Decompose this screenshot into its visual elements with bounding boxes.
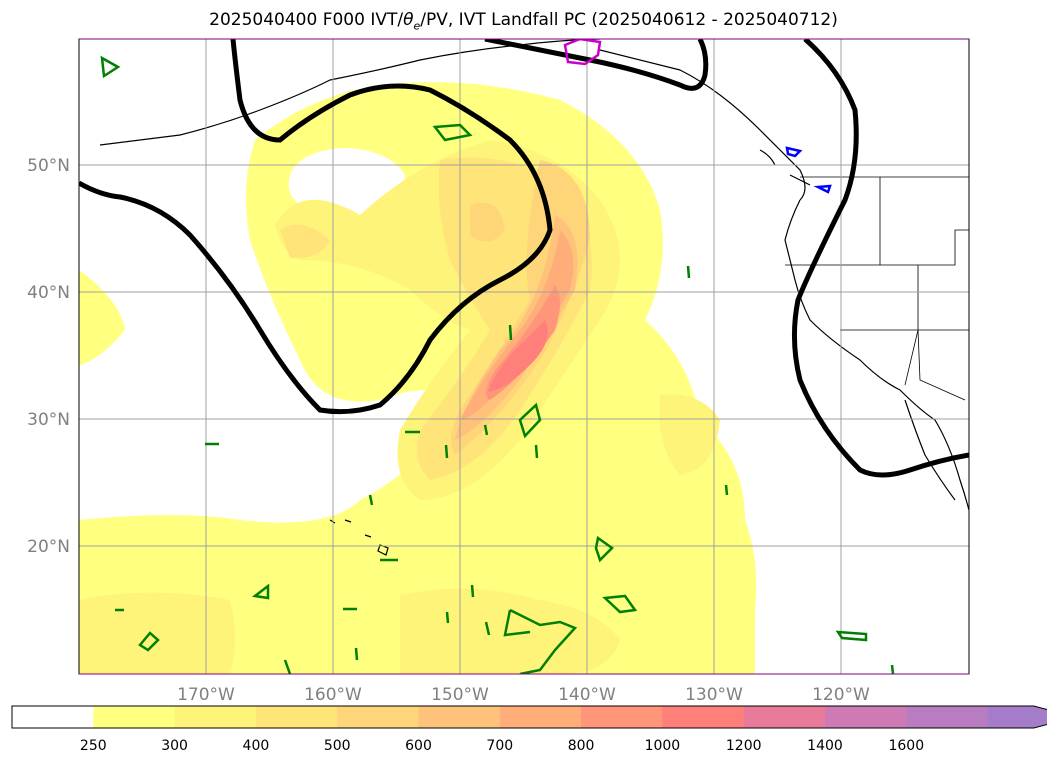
- colorbar-segment: [174, 706, 257, 728]
- colorbar-tick-label: 250: [80, 738, 107, 754]
- map-title: 2025040400 F000 IVT/θe/PV, IVT Landfall …: [209, 10, 838, 33]
- colorbar-segment: [743, 706, 826, 728]
- longitude-labels: 170°W 160°W 150°W 140°W 130°W 120°W: [177, 685, 870, 705]
- colorbar-tick-label: 1000: [645, 738, 681, 754]
- colorbar-tick-label: 600: [405, 738, 432, 754]
- colorbar-tick-label: 700: [486, 738, 513, 754]
- lat-tick-label: 40°N: [27, 283, 70, 303]
- colorbar-segment: [337, 706, 419, 728]
- colorbar-tick-label: 500: [324, 738, 351, 754]
- lat-tick-label: 30°N: [27, 410, 70, 430]
- lon-tick-label: 140°W: [558, 685, 616, 705]
- ivt-filled-contours: [79, 82, 757, 674]
- colorbar-tick-label: 300: [161, 738, 188, 754]
- colorbar-segment: [662, 706, 745, 728]
- colorbar-tick-label: 1400: [807, 738, 843, 754]
- magenta-contours: [563, 39, 602, 66]
- lat-tick-label: 50°N: [27, 156, 70, 176]
- colorbar-outline: [11, 705, 1047, 729]
- colorbar-segment: [93, 706, 176, 728]
- colorbar-tick-label: 1600: [888, 738, 924, 754]
- colorbar-segment: [581, 706, 663, 728]
- green-contours: [100, 55, 895, 674]
- colorbar-tick-label: 400: [243, 738, 270, 754]
- colorbar-segment: [418, 706, 501, 728]
- colorbar-tick-label: 800: [568, 738, 595, 754]
- lon-tick-label: 150°W: [431, 685, 489, 705]
- colorbar: 250 300 400 500 600 700 800 1000 1200 1400 1600: [11, 705, 1047, 754]
- lon-tick-label: 120°W: [812, 685, 870, 705]
- colorbar-segment: [906, 706, 989, 728]
- colorbar-tick-label: 1200: [726, 738, 762, 754]
- latitude-labels: 50°N 40°N 30°N 20°N: [27, 156, 70, 557]
- borders: [785, 176, 969, 401]
- lon-tick-label: 170°W: [177, 685, 235, 705]
- map-panel: [79, 39, 969, 674]
- colorbar-segment: [12, 706, 94, 728]
- colorbar-extend-arrow: [987, 706, 1047, 728]
- colorbar-segment: [499, 706, 582, 728]
- pv-contours: [79, 39, 969, 478]
- colorbar-segment: [255, 706, 338, 728]
- colorbar-segment: [825, 706, 907, 728]
- lon-tick-label: 130°W: [685, 685, 743, 705]
- blue-contours: [785, 146, 832, 194]
- lon-tick-label: 160°W: [304, 685, 362, 705]
- lat-tick-label: 20°N: [27, 537, 70, 557]
- ivt-shade-250: [79, 82, 757, 674]
